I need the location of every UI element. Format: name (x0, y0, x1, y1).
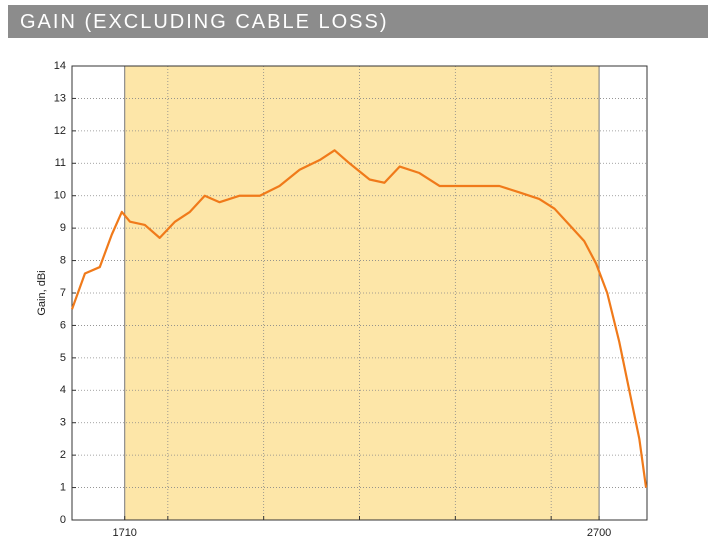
plot-frame (71, 65, 648, 521)
y-tick-label: 6 (60, 319, 66, 331)
y-tick-label: 1 (60, 481, 66, 493)
y-tick-label: 3 (60, 417, 66, 429)
y-tick-label: 13 (54, 92, 66, 104)
y-tick-label: 4 (60, 384, 66, 396)
y-tick-label: 10 (54, 190, 66, 202)
x-tick-label: 1710 (112, 527, 136, 539)
y-tick-label: 8 (60, 254, 66, 266)
y-axis-label: Gain, dBi (36, 270, 48, 315)
title-banner: GAIN (EXCLUDING CABLE LOSS) (8, 5, 708, 38)
y-tick-label: 0 (60, 514, 66, 526)
y-tick-label: 14 (54, 60, 66, 72)
y-tick-label: 11 (55, 157, 66, 169)
y-tick-label: 2 (60, 449, 66, 461)
band (124, 66, 600, 520)
y-tick-label: 7 (60, 287, 66, 299)
x-tick-label: 2700 (587, 527, 611, 539)
y-tick-label: 5 (60, 352, 66, 364)
y-tick-label: 12 (54, 125, 66, 137)
series-line (70, 149, 648, 488)
chart-title: GAIN (EXCLUDING CABLE LOSS) (20, 11, 389, 33)
y-tick-label: 9 (60, 222, 66, 234)
